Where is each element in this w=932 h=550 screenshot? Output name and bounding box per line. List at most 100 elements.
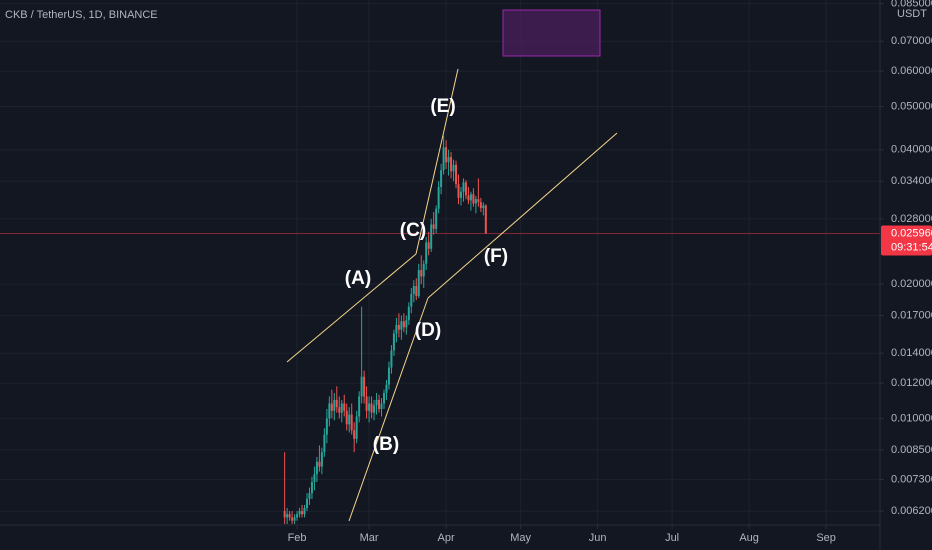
candle-body	[325, 418, 328, 435]
trend-line	[348, 297, 429, 522]
x-tick-label: Feb	[288, 532, 307, 544]
candle-body	[385, 384, 388, 394]
candle-body	[405, 320, 408, 328]
candle-body	[353, 430, 356, 439]
x-tick-label: Aug	[739, 532, 759, 544]
candle-body	[474, 199, 477, 204]
x-tick-label: May	[510, 532, 531, 544]
candle-body	[464, 182, 467, 196]
candle-body	[435, 208, 438, 229]
candle-body	[348, 414, 351, 425]
candle-body	[452, 164, 455, 172]
x-tick-label: Apr	[438, 532, 455, 544]
candle-body	[340, 403, 343, 413]
annotation: (B)	[373, 434, 399, 455]
candle-body	[477, 199, 480, 203]
candle-body	[392, 333, 395, 351]
candle-body	[330, 403, 333, 411]
candle-body	[430, 224, 433, 249]
trend-line	[427, 132, 618, 299]
candle-body	[343, 403, 346, 411]
annotation: (D)	[415, 320, 441, 341]
candle-body	[432, 224, 435, 229]
candles	[0, 135, 880, 524]
x-tick-label: Jul	[665, 532, 679, 544]
y-axis-label: USDT	[897, 8, 927, 20]
candle-body	[390, 350, 393, 368]
candle-body	[455, 164, 458, 185]
candle-body	[420, 270, 423, 277]
candle-body	[382, 393, 385, 404]
x-tick-label: Sep	[816, 532, 836, 544]
candle-body	[308, 493, 311, 499]
candle-body	[298, 511, 301, 515]
candle-body	[286, 514, 289, 518]
candle-body	[437, 187, 440, 209]
x-tick-label: Jun	[589, 532, 607, 544]
candle-body	[427, 242, 430, 249]
candle-body	[293, 517, 296, 521]
candle-body	[442, 147, 445, 171]
highlight-box	[502, 9, 601, 57]
candle-body	[457, 184, 460, 198]
annotation: (E)	[430, 96, 455, 117]
candle-body	[338, 407, 341, 413]
candle-body	[380, 403, 383, 409]
candle-body	[395, 324, 398, 334]
candle-body	[313, 474, 316, 483]
candle-body	[417, 270, 420, 297]
candle-body	[350, 414, 353, 431]
candle-body	[387, 367, 390, 385]
candle-body	[310, 482, 313, 494]
y-tick-label: 0.006200	[891, 505, 932, 517]
countdown-label: 09:31:54	[891, 241, 932, 253]
candle-body	[370, 403, 373, 413]
candle-body	[425, 242, 428, 264]
candle-body	[355, 416, 358, 439]
candle-body	[482, 205, 485, 209]
candle-body	[296, 514, 299, 518]
annotations: (A) (B) (C) (D) (E) (F)	[345, 96, 508, 455]
candle-body	[365, 396, 368, 411]
candle-body	[402, 321, 405, 328]
candle-body	[479, 202, 482, 209]
candle-body	[462, 182, 465, 192]
candle-body	[410, 294, 413, 307]
candle-body	[320, 452, 323, 467]
candle-body	[283, 511, 286, 518]
annotation: (F)	[484, 246, 508, 267]
candle-body	[318, 461, 321, 467]
candle-body	[288, 514, 291, 518]
candle-body	[407, 306, 410, 321]
candle-body	[358, 396, 361, 417]
candle-body	[397, 324, 400, 330]
candle-body	[415, 286, 418, 297]
candle-body	[333, 399, 336, 411]
candle-body	[303, 507, 306, 515]
trend-line	[286, 253, 417, 363]
candle-body	[378, 399, 381, 409]
trend-line	[415, 68, 459, 255]
annotation: (C)	[400, 220, 426, 241]
candle-body	[291, 517, 294, 521]
candle-body	[484, 205, 487, 234]
candle-body	[373, 405, 376, 413]
candle-body	[469, 194, 472, 201]
trend-lines	[286, 68, 618, 522]
candle-body	[422, 263, 425, 277]
